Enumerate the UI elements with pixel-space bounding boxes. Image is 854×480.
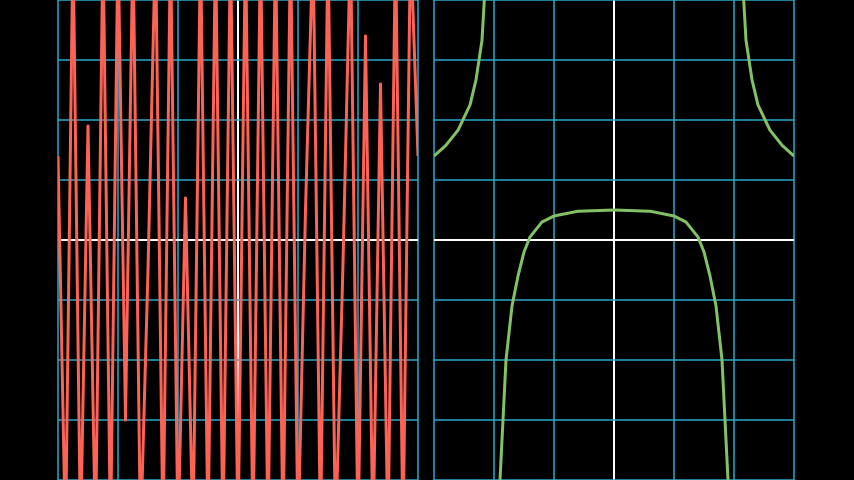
curve [434, 0, 794, 480]
plot [57, 0, 419, 480]
curve-group [434, 0, 794, 480]
plot [433, 0, 795, 480]
